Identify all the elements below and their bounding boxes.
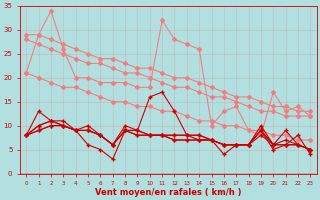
X-axis label: Vent moyen/en rafales ( km/h ): Vent moyen/en rafales ( km/h )	[95, 188, 242, 197]
